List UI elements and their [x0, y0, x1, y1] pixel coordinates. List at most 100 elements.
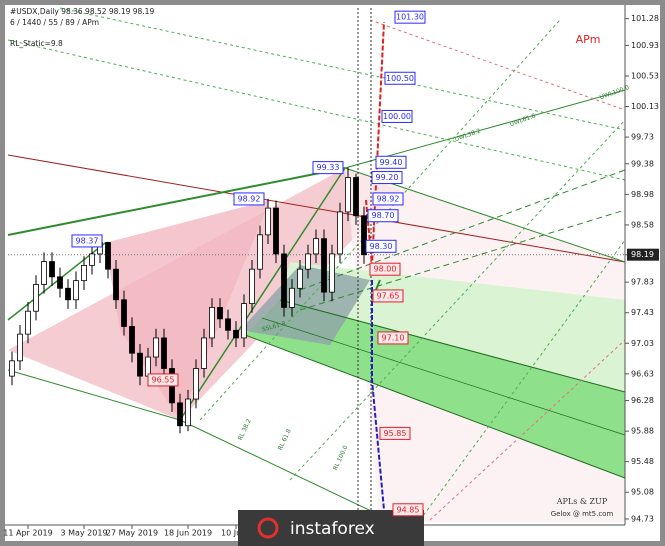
- dashed-line: [59, 7, 626, 131]
- y-tick-label: 99.38: [631, 159, 654, 168]
- candle-body: [9, 360, 15, 377]
- trend-line: [7, 369, 181, 421]
- price-annotation: 95.85: [379, 426, 411, 440]
- annotation-label: 94.85: [397, 505, 420, 514]
- annotation-box: [372, 289, 404, 303]
- price-annotation: 97.10: [377, 331, 409, 345]
- candle-body: [105, 242, 111, 270]
- candle-body: [33, 284, 39, 312]
- annotation-label: 98.30: [370, 242, 393, 251]
- price-annotation: 99.40: [375, 155, 407, 169]
- y-tick-label: 97.03: [631, 339, 654, 348]
- y-tick-label: 100.93: [631, 41, 659, 50]
- y-tick-label: 99.73: [631, 133, 654, 142]
- price-annotation: 96.55: [147, 373, 179, 387]
- annotation-label: 97.10: [382, 333, 405, 342]
- annotation-box: [71, 234, 103, 248]
- green-band: [245, 300, 625, 478]
- price-annotation: 98.92: [233, 192, 265, 206]
- candle-body: [313, 238, 319, 255]
- dashed-line: [429, 339, 626, 521]
- trend-line: [179, 167, 346, 421]
- trend-line: [179, 419, 391, 521]
- trend-line: [7, 167, 346, 236]
- annotation-label: 98.70: [372, 211, 395, 220]
- candle-body: [241, 303, 247, 339]
- candle-body: [281, 253, 287, 308]
- y-axis-panel: [625, 5, 660, 541]
- y-tick-label: 101.28: [631, 14, 659, 23]
- y-tick-label: 97.83: [631, 278, 654, 287]
- annotation-box: [379, 426, 411, 440]
- annotation-label: 100.00: [383, 112, 411, 121]
- candle-body: [185, 398, 191, 427]
- y-tick-label: 100.13: [631, 102, 659, 111]
- y-tick-label: 96.28: [631, 396, 654, 405]
- x-tick-label: 3 May 2019: [60, 529, 107, 538]
- price-annotation: 98.70: [367, 209, 399, 223]
- candle-body: [353, 177, 359, 217]
- annotation-label: 96.55: [152, 375, 175, 384]
- price-annotation: 97.65: [372, 289, 404, 303]
- tag-label: APm: [576, 33, 601, 46]
- candle-body: [65, 287, 71, 301]
- price-annotation: 100.50: [384, 71, 416, 85]
- y-tick-label: 100.53: [631, 71, 659, 80]
- y-tick-label: 98.98: [631, 190, 654, 199]
- annotation-box: [381, 109, 413, 123]
- candle-body: [289, 287, 295, 308]
- annotation-label: 98.37: [76, 236, 99, 245]
- x-tick-label: 18 Jun 2019: [164, 529, 212, 538]
- annotation-box: [377, 331, 409, 345]
- annotation-box: [371, 171, 403, 185]
- candle-body: [121, 299, 127, 327]
- annotation-box: [392, 503, 424, 517]
- annotation-label: 99.20: [376, 173, 399, 182]
- price-annotation: 98.00: [369, 262, 401, 276]
- annotation-label: 99.40: [380, 158, 403, 167]
- dashed-line: [419, 239, 626, 521]
- projection-down: [371, 280, 385, 511]
- price-annotation: 98.30: [365, 239, 397, 253]
- y-tick-label: 98.19: [631, 250, 654, 259]
- candle-body: [257, 234, 263, 270]
- annotation-box: [375, 155, 407, 169]
- candle-body: [113, 268, 119, 301]
- green-band-light: [280, 262, 625, 392]
- annotation-box: [365, 239, 397, 253]
- annotation-box: [233, 192, 265, 206]
- annotation-label: 99.33: [317, 163, 340, 172]
- candle-body: [337, 211, 343, 255]
- watermark-logo: [257, 517, 279, 539]
- candle-body: [89, 253, 95, 266]
- y-tick-label: 95.88: [631, 427, 654, 436]
- trend-line: [344, 89, 626, 169]
- candle-body: [161, 337, 167, 369]
- candle-body: [17, 333, 23, 362]
- candle-body: [57, 276, 63, 289]
- candle-body: [361, 215, 367, 256]
- candle-body: [305, 253, 311, 270]
- credit: APLs & ZUP: [556, 497, 608, 506]
- candle-body: [145, 356, 151, 377]
- candle-body: [329, 253, 335, 293]
- annotation-box: [147, 373, 179, 387]
- candle-body: [249, 268, 255, 304]
- indicator-label: RL_Static=9.8: [10, 39, 63, 48]
- price-annotation: 101.30: [394, 10, 426, 24]
- annotation-label: 98.92: [377, 194, 400, 203]
- y-tick-label: 95.48: [631, 457, 654, 466]
- annotation-box: [384, 71, 416, 85]
- credit-sub: Gelox @ mt5.com: [551, 510, 614, 518]
- price-tag: [627, 248, 659, 261]
- candle-body: [153, 337, 159, 358]
- annotation-label: 98.92: [238, 194, 261, 203]
- annotation-label: 97.65: [377, 291, 400, 300]
- price-annotation: 99.20: [371, 171, 403, 185]
- candle-body: [297, 268, 303, 289]
- x-tick-label: 27 May 2019: [106, 529, 158, 538]
- channel-line: [261, 317, 626, 436]
- price-annotation: 98.37: [71, 234, 103, 248]
